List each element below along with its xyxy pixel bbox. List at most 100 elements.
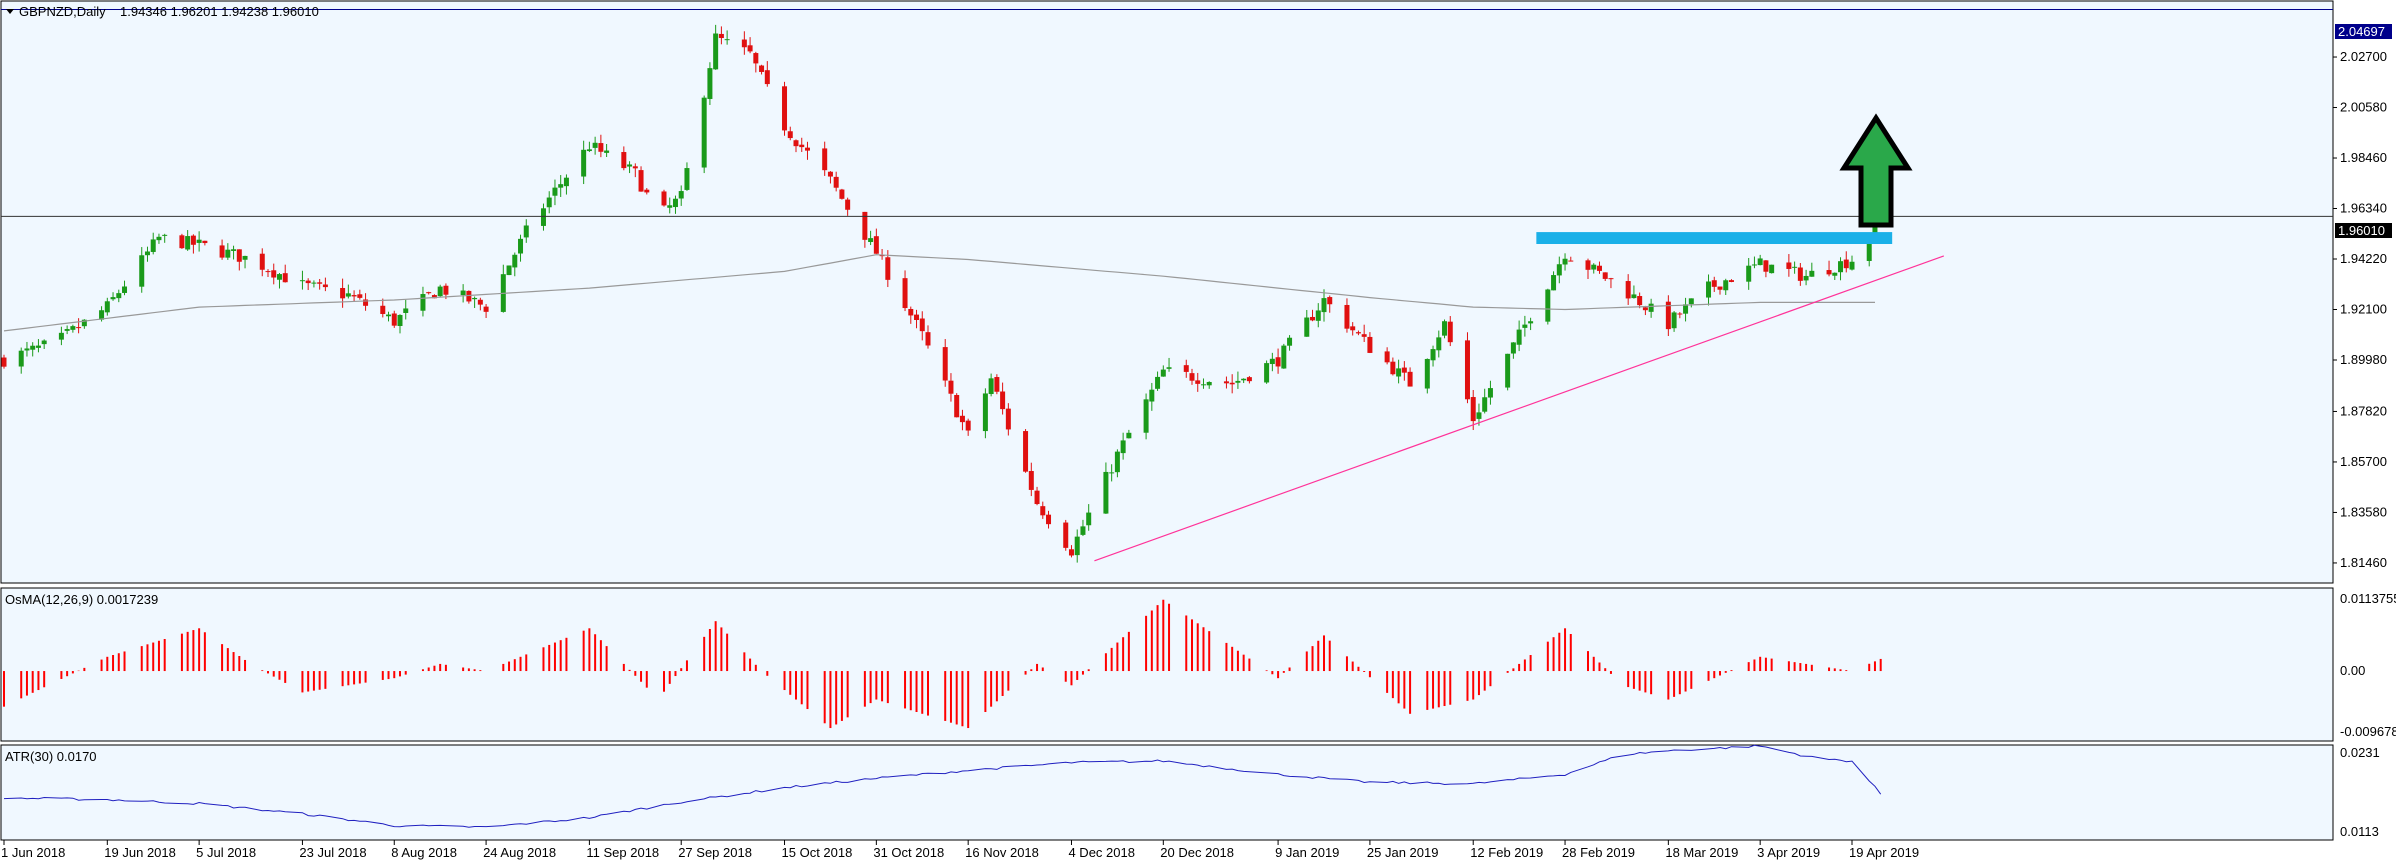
bull-candle[interactable] — [225, 249, 231, 258]
bear-candle[interactable] — [1642, 307, 1648, 311]
bull-candle[interactable] — [1723, 280, 1729, 291]
bull-candle[interactable] — [523, 225, 529, 238]
bull-candle[interactable] — [1872, 219, 1878, 240]
bear-candle[interactable] — [1275, 357, 1281, 367]
bull-candle[interactable] — [299, 280, 305, 282]
bull-candle[interactable] — [41, 340, 47, 345]
bull-candle[interactable] — [1746, 265, 1752, 282]
bull-candle[interactable] — [231, 249, 237, 251]
bull-candle[interactable] — [156, 236, 162, 241]
bear-candle[interactable] — [1068, 549, 1074, 556]
bull-candle[interactable] — [558, 184, 564, 188]
bear-candle[interactable] — [1717, 286, 1723, 290]
bull-candle[interactable] — [868, 238, 874, 242]
bear-candle[interactable] — [202, 240, 208, 244]
bear-candle[interactable] — [259, 253, 265, 270]
bear-candle[interactable] — [718, 33, 724, 39]
bull-candle[interactable] — [1838, 261, 1844, 273]
bull-candle[interactable] — [150, 239, 156, 252]
bull-candle[interactable] — [345, 293, 351, 297]
bull-candle[interactable] — [1866, 236, 1872, 261]
bull-candle[interactable] — [1769, 264, 1775, 274]
bull-candle[interactable] — [1562, 258, 1568, 265]
bear-candle[interactable] — [747, 45, 753, 52]
bull-candle[interactable] — [724, 39, 730, 41]
bull-candle[interactable] — [1424, 358, 1430, 389]
bull-candle[interactable] — [1505, 353, 1511, 388]
bull-candle[interactable] — [518, 238, 524, 254]
bear-candle[interactable] — [632, 166, 638, 169]
bull-candle[interactable] — [104, 301, 110, 313]
bear-candle[interactable] — [236, 249, 242, 262]
bear-candle[interactable] — [621, 152, 627, 169]
bull-candle[interactable] — [1086, 512, 1092, 526]
bull-candle[interactable] — [1648, 303, 1654, 312]
bear-candle[interactable] — [1677, 313, 1683, 315]
bull-candle[interactable] — [701, 97, 707, 168]
bear-candle[interactable] — [925, 332, 931, 346]
bull-candle[interactable] — [1683, 304, 1689, 314]
bear-candle[interactable] — [764, 70, 770, 85]
bear-candle[interactable] — [787, 131, 793, 139]
bull-candle[interactable] — [1487, 388, 1493, 398]
bear-candle[interactable] — [1596, 265, 1602, 271]
bear-candle[interactable] — [357, 294, 363, 298]
bear-candle[interactable] — [76, 327, 82, 329]
bull-candle[interactable] — [18, 350, 24, 367]
bear-candle[interactable] — [1826, 270, 1832, 275]
bull-candle[interactable] — [707, 68, 713, 99]
bear-candle[interactable] — [954, 394, 960, 418]
bull-candle[interactable] — [276, 274, 282, 280]
bull-candle[interactable] — [420, 294, 426, 311]
bull-candle[interactable] — [684, 168, 690, 190]
bull-candle[interactable] — [667, 205, 673, 208]
bear-candle[interactable] — [827, 171, 833, 177]
bull-candle[interactable] — [1103, 471, 1109, 514]
bear-candle[interactable] — [948, 380, 954, 394]
bear-candle[interactable] — [644, 189, 650, 193]
bear-candle[interactable] — [431, 295, 437, 299]
bear-candle[interactable] — [839, 189, 845, 199]
bear-candle[interactable] — [759, 65, 765, 72]
bull-candle[interactable] — [1809, 270, 1815, 277]
atr-line[interactable] — [3, 744, 1882, 828]
bear-candle[interactable] — [1195, 380, 1201, 384]
bull-candle[interactable] — [139, 255, 145, 287]
bear-candle[interactable] — [1367, 336, 1373, 353]
resistance-zone[interactable] — [1536, 232, 1893, 245]
bull-candle[interactable] — [1688, 298, 1694, 305]
bear-candle[interactable] — [753, 53, 759, 64]
bull-candle[interactable] — [1155, 376, 1161, 389]
bull-candle[interactable] — [1430, 349, 1436, 361]
bear-candle[interactable] — [822, 148, 828, 171]
bull-candle[interactable] — [144, 251, 150, 256]
triangle-down-icon[interactable] — [6, 9, 14, 14]
bear-candle[interactable] — [1327, 297, 1333, 305]
bear-candle[interactable] — [1797, 267, 1803, 281]
bull-candle[interactable] — [397, 314, 403, 327]
bear-candle[interactable] — [363, 299, 369, 306]
bull-candle[interactable] — [99, 310, 105, 320]
bear-candle[interactable] — [782, 86, 788, 131]
bull-candle[interactable] — [116, 293, 122, 299]
bull-candle[interactable] — [1706, 281, 1712, 298]
bull-candle[interactable] — [1803, 275, 1809, 281]
osma-panel[interactable] — [0, 587, 2334, 742]
bull-candle[interactable] — [242, 255, 248, 260]
bear-candle[interactable] — [282, 273, 288, 283]
bull-candle[interactable] — [546, 197, 552, 208]
bear-candle[interactable] — [340, 287, 346, 299]
bull-candle[interactable] — [1241, 378, 1247, 381]
bull-candle[interactable] — [185, 236, 191, 250]
bull-candle[interactable] — [1556, 264, 1562, 276]
bull-candle[interactable] — [1832, 272, 1838, 276]
bear-candle[interactable] — [1361, 334, 1367, 337]
bull-candle[interactable] — [1591, 264, 1597, 270]
bear-candle[interactable] — [879, 255, 885, 257]
bear-candle[interactable] — [661, 191, 667, 206]
bull-candle[interactable] — [311, 282, 317, 284]
bear-candle[interactable] — [190, 235, 196, 245]
bull-candle[interactable] — [1671, 312, 1677, 329]
bear-candle[interactable] — [862, 211, 868, 240]
